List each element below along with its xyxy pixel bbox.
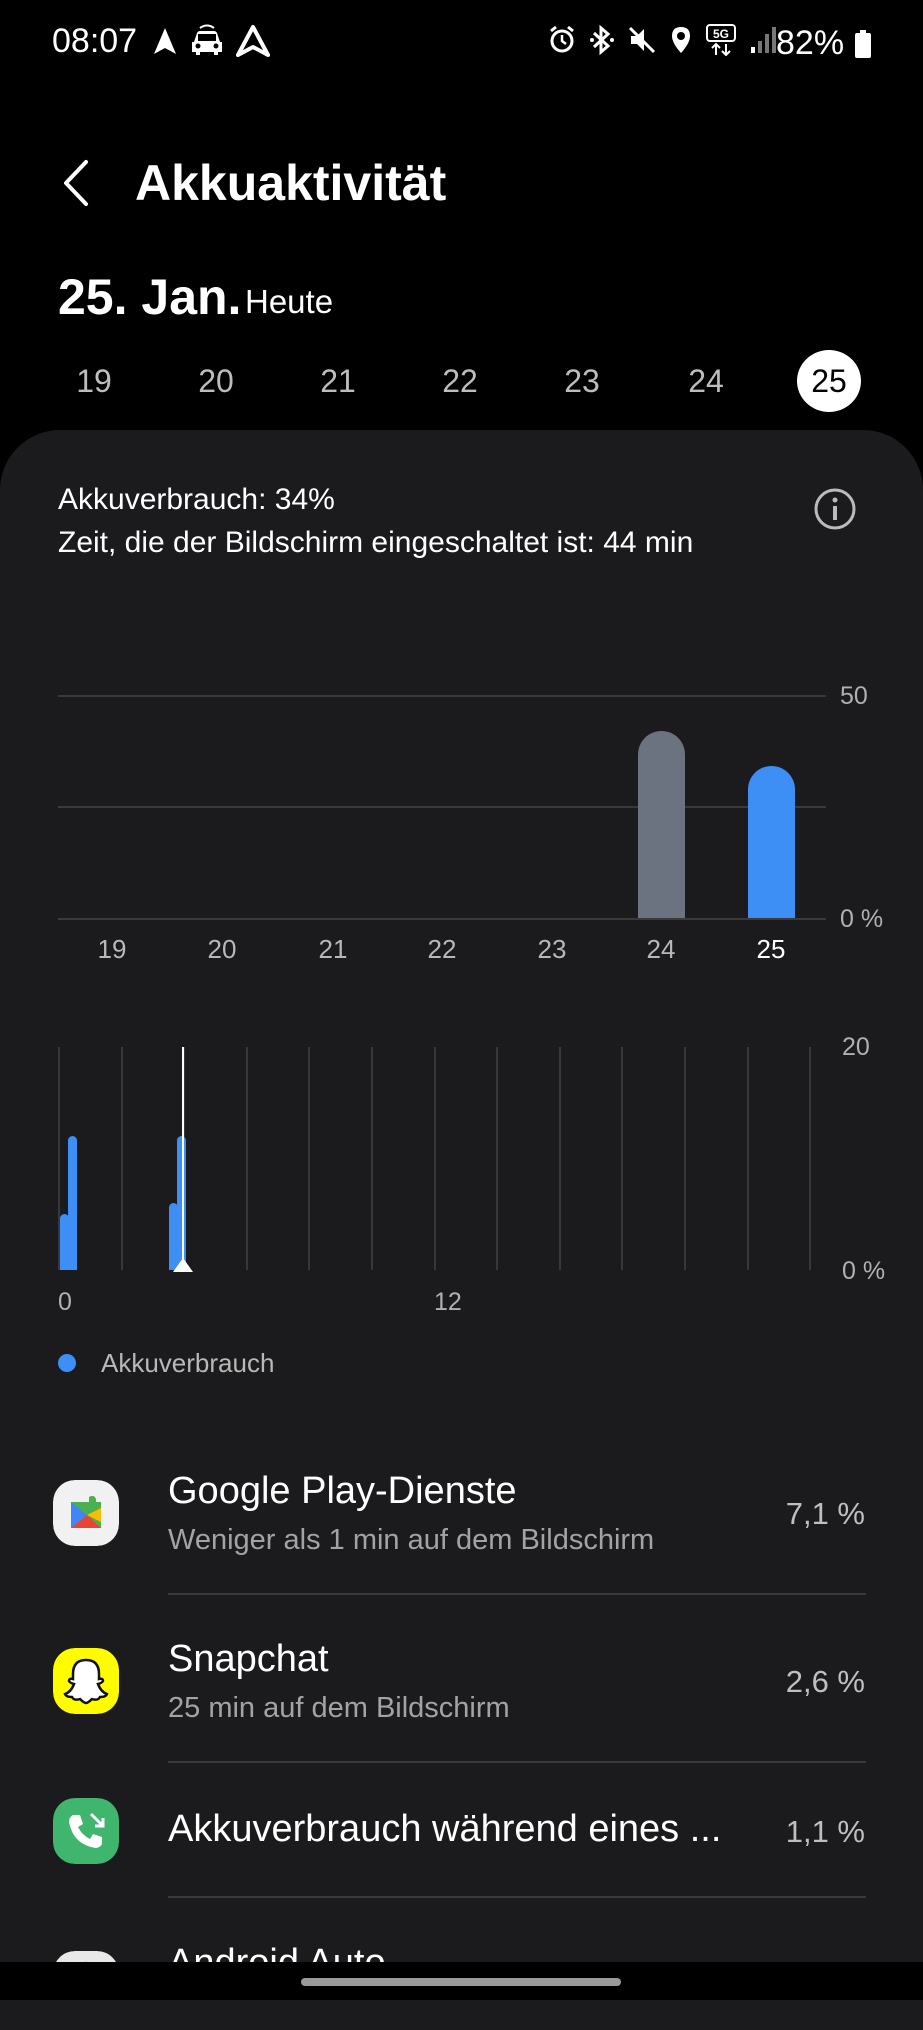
current-time-marker	[181, 1047, 184, 1270]
divider	[168, 1761, 866, 1763]
day-20[interactable]: 20	[198, 363, 234, 399]
car-icon	[192, 24, 222, 55]
hourly-grid-line	[58, 1047, 60, 1270]
x-tick-23: 23	[537, 934, 567, 964]
day-23[interactable]: 23	[564, 363, 600, 399]
divider	[168, 1593, 866, 1595]
x-tick-22: 22	[427, 934, 457, 964]
mute-icon	[628, 26, 656, 54]
app-name: Snapchat	[168, 1638, 329, 1680]
grid-line-baseline	[58, 918, 826, 920]
battery-percent: 82%	[776, 24, 845, 62]
hourly-grid-line	[371, 1047, 373, 1270]
day-19[interactable]: 19	[76, 363, 112, 399]
x-tick-24: 24	[646, 934, 676, 964]
hourly-grid-line	[245, 1047, 248, 1270]
app-usage-percent: 7,1 %	[785, 1496, 865, 1531]
battery-icon	[855, 30, 871, 58]
hourly-grid-line	[120, 1047, 123, 1270]
hourly-y-tick-0: 0 %	[842, 1257, 886, 1285]
hourly-grid-line	[433, 1047, 436, 1270]
hourly-bar	[169, 1203, 179, 1270]
hourly-grid-line	[809, 1047, 812, 1270]
hourly-grid-line	[308, 1047, 311, 1270]
day-21[interactable]: 21	[320, 363, 356, 399]
location-icon	[672, 27, 690, 53]
back-arrow-icon[interactable]	[58, 158, 98, 208]
hourly-x-tick-12: 12	[434, 1288, 462, 1316]
grid-line-middle	[58, 806, 826, 808]
status-left-icons	[152, 24, 270, 58]
5g-icon: 5G	[706, 24, 736, 56]
app-screen-time: Weniger als 1 min auf dem Bildschirm	[168, 1524, 655, 1556]
divider	[168, 1896, 866, 1898]
hourly-bar	[177, 1136, 186, 1270]
app-screen-time: 25 min auf dem Bildschirm	[168, 1692, 510, 1724]
signal-icon	[751, 27, 776, 53]
hourly-grid-line	[558, 1047, 561, 1270]
alarm-icon	[550, 25, 574, 53]
hourly-grid-line	[496, 1047, 499, 1270]
weekly-bar-24	[638, 730, 685, 918]
navigation-icon	[154, 28, 176, 54]
app-row-google-play-services[interactable]: Google Play-Dienste Weniger als 1 min au…	[0, 1440, 923, 1590]
home-indicator[interactable]	[301, 1978, 621, 1986]
app-usage-percent: 2,6 %	[785, 1664, 865, 1699]
hourly-grid-line	[621, 1047, 624, 1270]
android-auto-icon	[236, 25, 270, 57]
app-name: Android Auto	[168, 1942, 386, 1965]
app-usage-percent: 1,1 %	[785, 1814, 865, 1849]
day-selector: 19 20 21 22 23 24 25	[0, 350, 923, 412]
date-today-label: Heute	[245, 283, 334, 320]
app-row-call-usage[interactable]: Akkuverbrauch während eines ... 1,1 %	[0, 1770, 923, 1895]
app-row-android-auto[interactable]: Android Auto	[0, 1905, 923, 1965]
app-name: Google Play-Dienste	[168, 1470, 517, 1512]
hourly-y-tick-20: 20	[842, 1033, 870, 1061]
grid-line-top	[58, 695, 826, 697]
x-tick-20: 20	[207, 934, 237, 964]
selected-date: 25. Jan.	[58, 269, 242, 325]
legend-label: Akkuverbrauch	[101, 1348, 275, 1378]
hourly-x-tick-0: 0	[58, 1288, 72, 1316]
bluetooth-icon	[590, 25, 614, 55]
battery-usage-total: Akkuverbrauch: 34%	[58, 483, 335, 516]
hourly-bar	[60, 1214, 69, 1270]
phone-call-icon	[53, 1798, 119, 1864]
day-25-selected[interactable]: 25	[797, 350, 861, 412]
svg-text:5G: 5G	[713, 27, 729, 41]
screen-on-time: Zeit, die der Bildschirm eingeschaltet i…	[58, 526, 694, 559]
status-right-icons: 5G	[548, 24, 776, 56]
current-time-marker-triangle	[172, 1258, 193, 1272]
hourly-grid-line	[684, 1047, 686, 1270]
hourly-grid-line	[746, 1047, 749, 1270]
info-icon[interactable]	[813, 487, 857, 531]
page-title: Akkuaktivität	[135, 155, 447, 211]
weekly-bar-25	[748, 766, 795, 918]
y-tick-0: 0 %	[840, 905, 884, 933]
hourly-bar	[67, 1136, 77, 1270]
x-tick-21: 21	[318, 934, 348, 964]
app-name: Akkuverbrauch während eines ...	[168, 1808, 722, 1850]
status-time: 08:07	[52, 22, 138, 60]
snapchat-icon	[53, 1648, 119, 1714]
x-tick-25: 25	[756, 934, 786, 964]
day-22[interactable]: 22	[442, 363, 478, 399]
x-tick-19: 19	[97, 934, 127, 964]
legend-dot	[58, 1354, 76, 1372]
day-24[interactable]: 24	[688, 363, 724, 399]
status-bar: 08:07 5G 82%	[0, 0, 923, 90]
y-tick-50: 50	[840, 682, 868, 710]
app-row-snapchat[interactable]: Snapchat 25 min auf dem Bildschirm 2,6 %	[0, 1600, 923, 1760]
google-play-services-icon	[53, 1480, 119, 1546]
